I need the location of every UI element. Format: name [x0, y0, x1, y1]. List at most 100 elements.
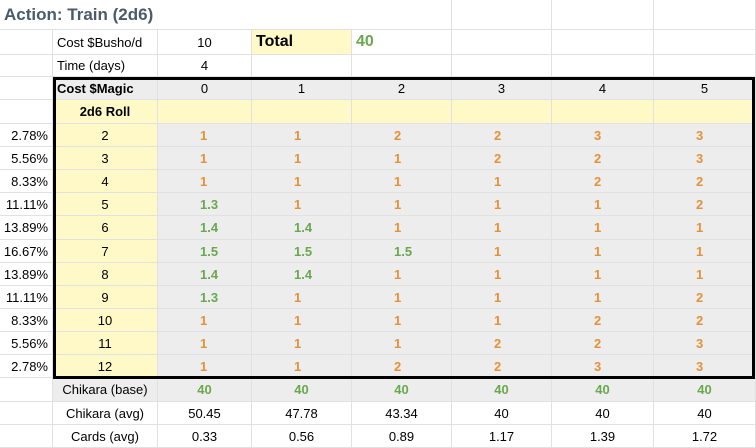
empty-cell[interactable] [452, 0, 552, 30]
multiplier-cell[interactable]: 2 [452, 355, 552, 378]
yellow-cell[interactable] [654, 100, 756, 124]
chikara-base-value[interactable]: 40 [654, 378, 756, 402]
sheet-title[interactable]: Action: Train (2d6) [0, 0, 452, 30]
magic-level-header[interactable]: 5 [654, 77, 756, 100]
probability-cell[interactable]: 2.78% [0, 124, 53, 147]
roll-value-cell[interactable]: 12 [53, 355, 158, 378]
empty-cell[interactable] [654, 55, 756, 77]
yellow-cell[interactable] [452, 100, 552, 124]
multiplier-cell[interactable]: 1.3 [158, 286, 252, 309]
multiplier-cell[interactable]: 2 [452, 124, 552, 147]
cost-magic-label[interactable]: Cost $Magic [53, 77, 158, 100]
chikara-base-value[interactable]: 40 [452, 378, 552, 402]
chikara-avg-value[interactable]: 43.34 [352, 402, 452, 425]
multiplier-cell[interactable]: 1 [452, 309, 552, 332]
multiplier-cell[interactable]: 1 [452, 286, 552, 309]
cards-avg-value[interactable]: 0.89 [352, 425, 452, 448]
multiplier-cell[interactable]: 1 [452, 170, 552, 193]
multiplier-cell[interactable]: 1 [158, 170, 252, 193]
yellow-cell[interactable] [552, 100, 654, 124]
roll-value-cell[interactable]: 9 [53, 286, 158, 309]
cards-avg-value[interactable]: 1.17 [452, 425, 552, 448]
probability-cell[interactable]: 5.56% [0, 147, 53, 170]
multiplier-cell[interactable]: 1 [452, 240, 552, 263]
multiplier-cell[interactable]: 1 [352, 193, 452, 216]
multiplier-cell[interactable]: 1 [452, 193, 552, 216]
multiplier-cell[interactable]: 1 [452, 216, 552, 240]
multiplier-cell[interactable]: 1 [352, 263, 452, 286]
multiplier-cell[interactable]: 2 [552, 332, 654, 355]
roll-value-cell[interactable]: 4 [53, 170, 158, 193]
multiplier-cell[interactable]: 1.4 [252, 216, 352, 240]
multiplier-cell[interactable]: 2 [654, 286, 756, 309]
empty-cell[interactable] [552, 55, 654, 77]
chikara-base-label[interactable]: Chikara (base) [53, 378, 158, 402]
magic-level-header[interactable]: 4 [552, 77, 654, 100]
multiplier-cell[interactable]: 2 [654, 170, 756, 193]
empty-cell[interactable] [452, 30, 552, 55]
empty-cell[interactable] [654, 0, 756, 30]
roll-value-cell[interactable]: 3 [53, 147, 158, 170]
multiplier-cell[interactable]: 1.3 [158, 193, 252, 216]
multiplier-cell[interactable]: 1 [158, 124, 252, 147]
cards-avg-value[interactable]: 1.72 [654, 425, 756, 448]
empty-cell[interactable] [452, 55, 552, 77]
empty-cell[interactable] [552, 0, 654, 30]
multiplier-cell[interactable]: 2 [552, 170, 654, 193]
multiplier-cell[interactable]: 2 [654, 193, 756, 216]
multiplier-cell[interactable]: 1 [654, 263, 756, 286]
cost-busho-label[interactable]: Cost $Busho/d [53, 30, 158, 55]
multiplier-cell[interactable]: 1 [552, 193, 654, 216]
multiplier-cell[interactable]: 2 [352, 355, 452, 378]
probability-cell[interactable]: 11.11% [0, 193, 53, 216]
total-label[interactable]: Total [252, 30, 352, 55]
multiplier-cell[interactable]: 1 [352, 309, 452, 332]
multiplier-cell[interactable]: 1 [252, 355, 352, 378]
multiplier-cell[interactable]: 1 [654, 240, 756, 263]
cards-avg-label[interactable]: Cards (avg) [53, 425, 158, 448]
multiplier-cell[interactable]: 1 [252, 170, 352, 193]
chikara-base-value[interactable]: 40 [552, 378, 654, 402]
multiplier-cell[interactable]: 1 [252, 309, 352, 332]
cards-avg-value[interactable]: 1.39 [552, 425, 654, 448]
multiplier-cell[interactable]: 1 [252, 286, 352, 309]
multiplier-cell[interactable]: 1.4 [158, 263, 252, 286]
roll-value-cell[interactable]: 6 [53, 216, 158, 240]
roll-value-cell[interactable]: 7 [53, 240, 158, 263]
total-value[interactable]: 40 [352, 30, 452, 55]
empty-cell[interactable] [0, 425, 53, 448]
empty-cell[interactable] [552, 30, 654, 55]
cost-busho-value[interactable]: 10 [158, 30, 252, 55]
probability-cell[interactable]: 13.89% [0, 263, 53, 286]
roll-value-cell[interactable]: 5 [53, 193, 158, 216]
empty-cell[interactable] [0, 30, 53, 55]
multiplier-cell[interactable]: 1 [654, 216, 756, 240]
chikara-avg-value[interactable]: 40 [552, 402, 654, 425]
multiplier-cell[interactable]: 3 [552, 355, 654, 378]
multiplier-cell[interactable]: 1 [158, 147, 252, 170]
yellow-cell[interactable] [158, 100, 252, 124]
multiplier-cell[interactable]: 1.4 [158, 216, 252, 240]
probability-cell[interactable]: 5.56% [0, 332, 53, 355]
magic-level-header[interactable]: 2 [352, 77, 452, 100]
magic-level-header[interactable]: 3 [452, 77, 552, 100]
roll-value-cell[interactable]: 11 [53, 332, 158, 355]
chikara-base-value[interactable]: 40 [352, 378, 452, 402]
multiplier-cell[interactable]: 2 [452, 147, 552, 170]
multiplier-cell[interactable]: 1.5 [352, 240, 452, 263]
probability-cell[interactable]: 11.11% [0, 286, 53, 309]
roll-value-cell[interactable]: 8 [53, 263, 158, 286]
roll-label[interactable]: 2d6 Roll [53, 100, 158, 124]
multiplier-cell[interactable]: 2 [654, 309, 756, 332]
multiplier-cell[interactable]: 3 [654, 332, 756, 355]
multiplier-cell[interactable]: 1.5 [158, 240, 252, 263]
multiplier-cell[interactable]: 3 [654, 147, 756, 170]
time-value[interactable]: 4 [158, 55, 252, 77]
multiplier-cell[interactable]: 2 [552, 309, 654, 332]
multiplier-cell[interactable]: 1 [352, 147, 452, 170]
multiplier-cell[interactable]: 1 [552, 240, 654, 263]
yellow-cell[interactable] [352, 100, 452, 124]
probability-cell[interactable]: 13.89% [0, 216, 53, 240]
multiplier-cell[interactable]: 1 [158, 309, 252, 332]
empty-cell[interactable] [0, 100, 53, 124]
